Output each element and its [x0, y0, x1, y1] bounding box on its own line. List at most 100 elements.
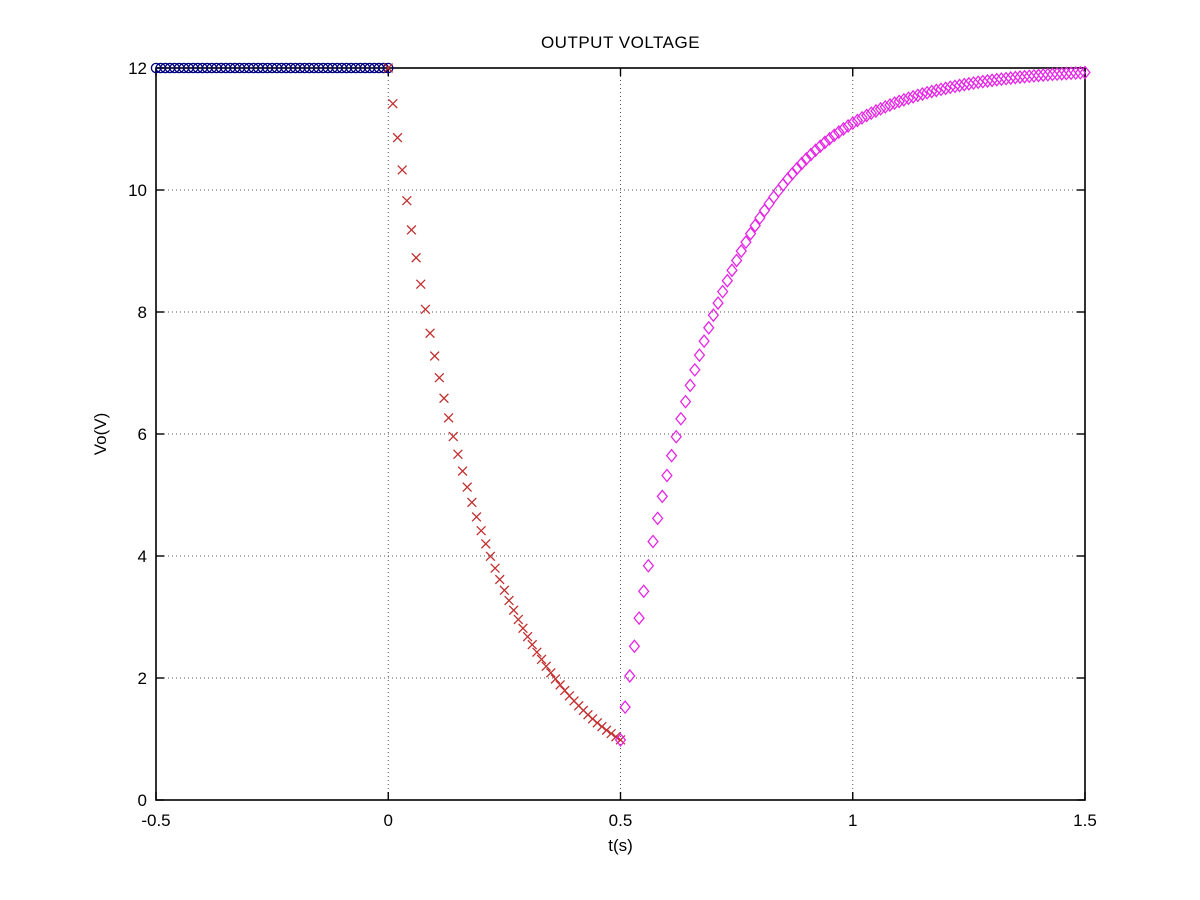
x-marker [513, 614, 524, 625]
diamond-marker [1042, 67, 1054, 82]
diamond-marker [944, 80, 957, 95]
x-axis-label: t(s) [608, 836, 633, 855]
diamond-marker [661, 468, 673, 483]
x-marker [541, 661, 552, 672]
diamond-marker [707, 308, 720, 323]
x-tick-label: 0.5 [609, 811, 633, 830]
diamond-marker [1037, 68, 1049, 83]
diamond-marker [749, 218, 761, 233]
diamond-marker [693, 348, 706, 363]
diamond-marker [758, 203, 771, 218]
diamond-marker [1069, 65, 1082, 81]
x-marker [499, 585, 510, 596]
diamond-marker [1060, 66, 1073, 81]
diamond-marker [921, 85, 933, 100]
x-marker [392, 132, 403, 143]
x-tick-label: 1 [848, 811, 857, 830]
diamond-marker [953, 78, 966, 93]
x-marker [508, 605, 519, 616]
diamond-marker [967, 75, 980, 91]
diamond-marker [925, 84, 938, 99]
diamond-marker [991, 72, 1003, 87]
diamond-marker [721, 273, 734, 288]
diamond-marker [995, 72, 1008, 87]
diamond-marker [1056, 66, 1068, 81]
x-marker [504, 595, 514, 606]
diamond-marker [879, 99, 892, 114]
diamond-marker [712, 296, 724, 311]
diamond-marker [874, 101, 887, 116]
diamond-marker [972, 75, 984, 90]
diamond-marker [898, 92, 910, 107]
x-marker [434, 372, 445, 383]
y-axis-label: Vo(V) [91, 412, 110, 456]
diamond-marker [735, 244, 748, 259]
series-discharge-voltage [383, 63, 626, 745]
diamond-marker [703, 320, 715, 335]
x-marker [443, 412, 454, 423]
diamond-marker [763, 196, 775, 211]
x-marker [606, 728, 617, 739]
diamond-marker [893, 94, 905, 109]
x-marker [522, 631, 533, 642]
y-tick-label: 6 [138, 425, 147, 444]
diamond-marker [1051, 67, 1063, 82]
x-marker [425, 328, 435, 339]
diamond-marker [1014, 70, 1026, 85]
diamond-marker [730, 253, 743, 268]
diamond-marker [628, 639, 641, 654]
diamond-marker [637, 584, 650, 599]
x-marker [415, 279, 426, 290]
x-marker [420, 304, 431, 315]
x-marker [411, 252, 421, 263]
diamond-marker [1018, 69, 1031, 84]
series-initial-voltage-12v [150, 62, 394, 74]
y-tick-label: 2 [138, 669, 147, 688]
diamond-marker [842, 118, 854, 133]
diamond-marker [884, 97, 896, 112]
diamond-marker [916, 87, 929, 102]
diamond-marker [768, 189, 780, 205]
diamond-marker [786, 166, 799, 181]
diamond-marker [963, 76, 975, 91]
diamond-marker [1074, 65, 1087, 80]
diamond-marker [1046, 67, 1059, 82]
diamond-marker [619, 700, 631, 715]
x-marker [457, 466, 468, 476]
diamond-marker [888, 96, 901, 111]
diamond-marker [772, 183, 785, 198]
diamond-marker [744, 226, 757, 241]
x-marker [476, 525, 487, 536]
diamond-marker [930, 83, 943, 98]
x-marker [545, 667, 556, 678]
diamond-marker [624, 668, 636, 683]
diamond-marker [665, 448, 678, 463]
diamond-marker [986, 73, 998, 88]
diamond-marker [647, 534, 659, 549]
diamond-marker [902, 91, 915, 106]
x-marker [406, 225, 417, 235]
x-marker [610, 731, 621, 742]
x-marker [388, 98, 398, 109]
diamond-marker [633, 611, 645, 626]
diamond-marker [814, 139, 826, 154]
y-tick-label: 0 [138, 791, 147, 810]
y-tick-label: 10 [128, 181, 147, 200]
x-marker [527, 639, 538, 650]
diamond-marker [935, 82, 947, 97]
diamond-marker [656, 489, 669, 504]
x-marker [453, 449, 463, 460]
diamond-marker [740, 235, 752, 250]
diamond-marker [684, 378, 696, 393]
diamond-marker [795, 156, 808, 171]
diamond-marker [1004, 71, 1017, 86]
y-tick-label: 4 [138, 547, 147, 566]
x-marker [448, 431, 459, 442]
diamond-marker [1032, 68, 1045, 83]
x-marker [550, 674, 561, 684]
diamond-marker [837, 121, 850, 136]
diamond-marker [809, 143, 822, 158]
diamond-marker [912, 88, 924, 103]
x-marker [601, 725, 612, 736]
diamond-marker [1000, 71, 1012, 86]
